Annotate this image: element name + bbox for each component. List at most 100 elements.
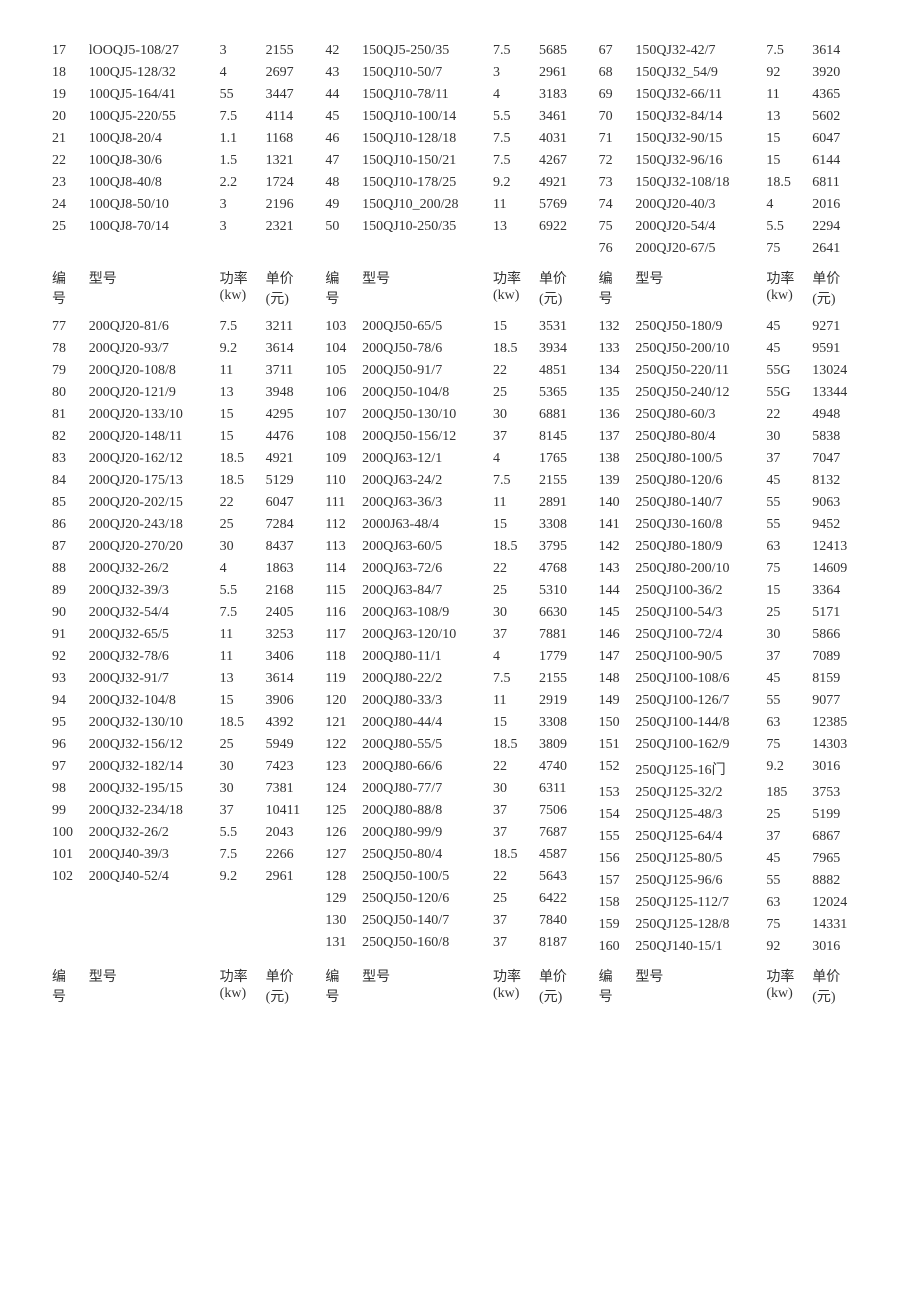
cell-model: 250QJ125-112/7 bbox=[633, 892, 764, 914]
cell-power: 75 bbox=[764, 914, 810, 936]
header2-mid: 编号 型号 功率(kw) 单价(元) bbox=[323, 958, 596, 1014]
cell-model: 200QJ20-162/12 bbox=[87, 448, 218, 470]
cell-no: 111 bbox=[323, 492, 360, 514]
cell-price: 5866 bbox=[810, 624, 870, 646]
cell-no: 141 bbox=[597, 514, 634, 536]
table-row: 140250QJ80-140/7559063 bbox=[597, 492, 870, 514]
cell-power: 22 bbox=[491, 558, 537, 580]
cell-power: 7.5 bbox=[491, 470, 537, 492]
cell-power: 92 bbox=[764, 62, 810, 84]
table-row: 72150QJ32-96/16156144 bbox=[597, 150, 870, 172]
cell-model: 200QJ32-39/3 bbox=[87, 580, 218, 602]
table-row: 45150QJ10-100/145.53461 bbox=[323, 106, 596, 128]
cell-no: 102 bbox=[50, 866, 87, 888]
cell-power: 25 bbox=[491, 888, 537, 910]
cell-no: 137 bbox=[597, 426, 634, 448]
table-row: 92200QJ32-78/6113406 bbox=[50, 646, 323, 668]
table-row: 137250QJ80-80/4305838 bbox=[597, 426, 870, 448]
cell-model: 250QJ100-72/4 bbox=[633, 624, 764, 646]
cell-model: 200QJ32-78/6 bbox=[87, 646, 218, 668]
cell-no: 67 bbox=[597, 40, 634, 62]
cell-model: 200QJ50-104/8 bbox=[360, 382, 491, 404]
cell-power: 9.2 bbox=[218, 338, 264, 360]
cell-power: 5.5 bbox=[764, 216, 810, 238]
cell-power: 63 bbox=[764, 892, 810, 914]
cell-price: 3906 bbox=[264, 690, 324, 712]
cell-model: 200QJ80-33/3 bbox=[360, 690, 491, 712]
cell-power: 4 bbox=[218, 558, 264, 580]
cell-price: 5643 bbox=[537, 866, 597, 888]
cell-model: 250QJ80-100/5 bbox=[633, 448, 764, 470]
cell-power: 15 bbox=[764, 128, 810, 150]
cell-price: 4740 bbox=[537, 756, 597, 778]
cell-no: 115 bbox=[323, 580, 360, 602]
cell-price: 5685 bbox=[537, 40, 597, 62]
top-right-table: 67150QJ32-42/77.5361468150QJ32_54/992392… bbox=[597, 40, 870, 260]
cell-model: 200QJ50-130/10 bbox=[360, 404, 491, 426]
table-row: 96200QJ32-156/12255949 bbox=[50, 734, 323, 756]
table-row: 82200QJ20-148/11154476 bbox=[50, 426, 323, 448]
cell-no: 156 bbox=[597, 848, 634, 870]
cell-model: 250QJ100-36/2 bbox=[633, 580, 764, 602]
cell-power: 18.5 bbox=[218, 470, 264, 492]
cell-power: 22 bbox=[218, 492, 264, 514]
table-row: 99200QJ32-234/183710411 bbox=[50, 800, 323, 822]
cell-price: 3447 bbox=[264, 84, 324, 106]
cell-power: 13 bbox=[218, 382, 264, 404]
cell-power: 4 bbox=[491, 646, 537, 668]
cell-no: 147 bbox=[597, 646, 634, 668]
cell-price: 9271 bbox=[810, 316, 870, 338]
cell-price: 7687 bbox=[537, 822, 597, 844]
cell-no: 24 bbox=[50, 194, 87, 216]
cell-model: 250QJ80-180/9 bbox=[633, 536, 764, 558]
cell-price: 2294 bbox=[810, 216, 870, 238]
cell-power: 11 bbox=[218, 646, 264, 668]
cell-model: 250QJ125-48/3 bbox=[633, 804, 764, 826]
cell-no: 46 bbox=[323, 128, 360, 150]
cell-model: 200QJ32-54/4 bbox=[87, 602, 218, 624]
cell-power: 15 bbox=[764, 150, 810, 172]
cell-model: 150QJ32-96/16 bbox=[633, 150, 764, 172]
table-row: 81200QJ20-133/10154295 bbox=[50, 404, 323, 426]
cell-model: 250QJ100-90/5 bbox=[633, 646, 764, 668]
cell-price: 5199 bbox=[810, 804, 870, 826]
cell-model: 100QJ5-164/41 bbox=[87, 84, 218, 106]
cell-price: 5838 bbox=[810, 426, 870, 448]
cell-price: 3614 bbox=[264, 668, 324, 690]
cell-price: 3308 bbox=[537, 514, 597, 536]
cell-power: 45 bbox=[764, 338, 810, 360]
cell-no: 149 bbox=[597, 690, 634, 712]
cell-model: 200QJ63-36/3 bbox=[360, 492, 491, 514]
cell-no: 121 bbox=[323, 712, 360, 734]
cell-model: 200QJ32-91/7 bbox=[87, 668, 218, 690]
cell-no: 25 bbox=[50, 216, 87, 238]
cell-model: 2000J63-48/4 bbox=[360, 514, 491, 536]
cell-price: 6311 bbox=[537, 778, 597, 800]
cell-model: 250QJ125-128/8 bbox=[633, 914, 764, 936]
table-row: 123200QJ80-66/6224740 bbox=[323, 756, 596, 778]
cell-price: 8132 bbox=[810, 470, 870, 492]
cell-power: 15 bbox=[491, 316, 537, 338]
cell-model: 150QJ10-178/25 bbox=[360, 172, 491, 194]
table-row: 47150QJ10-150/217.54267 bbox=[323, 150, 596, 172]
table-row: 71150QJ32-90/15156047 bbox=[597, 128, 870, 150]
table-row: 127250QJ50-80/418.54587 bbox=[323, 844, 596, 866]
cell-power: 22 bbox=[491, 756, 537, 778]
cell-power: 11 bbox=[491, 690, 537, 712]
cell-price: 4267 bbox=[537, 150, 597, 172]
table-row: 111200QJ63-36/3112891 bbox=[323, 492, 596, 514]
table-row: 155250QJ125-64/4376867 bbox=[597, 826, 870, 848]
cell-model: 150QJ10_200/28 bbox=[360, 194, 491, 216]
table-row: 108200QJ50-156/12378145 bbox=[323, 426, 596, 448]
cell-price: 2155 bbox=[537, 668, 597, 690]
cell-model: 250QJ125-32/2 bbox=[633, 782, 764, 804]
header-row-2: 编号 型号 功率(kw) 单价(元) 编号 型号 功率(kw) 单价(元) 编号… bbox=[50, 958, 870, 1014]
cell-no: 17 bbox=[50, 40, 87, 62]
cell-no: 131 bbox=[323, 932, 360, 954]
cell-power: 7.5 bbox=[491, 128, 537, 150]
cell-no: 75 bbox=[597, 216, 634, 238]
cell-price: 8882 bbox=[810, 870, 870, 892]
cell-model: 150QJ32-84/14 bbox=[633, 106, 764, 128]
cell-model: 200QJ63-24/2 bbox=[360, 470, 491, 492]
cell-no: 138 bbox=[597, 448, 634, 470]
